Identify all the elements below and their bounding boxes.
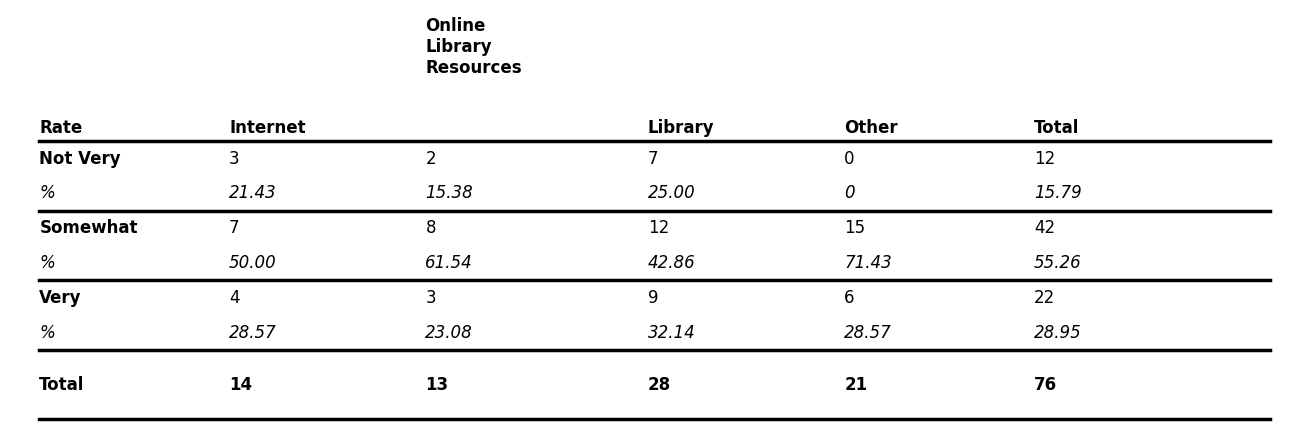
Text: 4: 4 [229, 289, 240, 307]
Text: 32.14: 32.14 [648, 324, 695, 342]
Text: Total: Total [1034, 119, 1080, 137]
Text: 71.43: 71.43 [844, 254, 891, 272]
Text: %: % [39, 184, 55, 202]
Text: 42.86: 42.86 [648, 254, 695, 272]
Text: 3: 3 [425, 289, 436, 307]
Text: 23.08: 23.08 [425, 324, 473, 342]
Text: 13: 13 [425, 376, 449, 394]
Text: 76: 76 [1034, 376, 1058, 394]
Text: 22: 22 [1034, 289, 1055, 307]
Text: %: % [39, 254, 55, 272]
Text: 2: 2 [425, 150, 436, 168]
Text: 8: 8 [425, 219, 436, 237]
Text: 12: 12 [648, 219, 669, 237]
Text: Not Very: Not Very [39, 150, 120, 168]
Text: Rate: Rate [39, 119, 82, 137]
Text: 42: 42 [1034, 219, 1055, 237]
Text: 12: 12 [1034, 150, 1055, 168]
Text: Library: Library [648, 119, 715, 137]
Text: 15: 15 [844, 219, 865, 237]
Text: 21.43: 21.43 [229, 184, 276, 202]
Text: 15.79: 15.79 [1034, 184, 1081, 202]
Text: 9: 9 [648, 289, 658, 307]
Text: 21: 21 [844, 376, 868, 394]
Text: 28.95: 28.95 [1034, 324, 1081, 342]
Text: 0: 0 [844, 184, 855, 202]
Text: Very: Very [39, 289, 81, 307]
Text: 3: 3 [229, 150, 240, 168]
Text: 0: 0 [844, 150, 855, 168]
Text: Online
Library
Resources: Online Library Resources [425, 17, 522, 77]
Text: 28.57: 28.57 [229, 324, 276, 342]
Text: Total: Total [39, 376, 85, 394]
Text: 15.38: 15.38 [425, 184, 473, 202]
Text: 25.00: 25.00 [648, 184, 695, 202]
Text: 28: 28 [648, 376, 672, 394]
Text: 6: 6 [844, 289, 855, 307]
Text: 7: 7 [229, 219, 240, 237]
Text: 7: 7 [648, 150, 658, 168]
Text: 28.57: 28.57 [844, 324, 891, 342]
Text: Other: Other [844, 119, 898, 137]
Text: 50.00: 50.00 [229, 254, 276, 272]
Text: %: % [39, 324, 55, 342]
Text: 14: 14 [229, 376, 253, 394]
Text: 61.54: 61.54 [425, 254, 473, 272]
Text: 55.26: 55.26 [1034, 254, 1081, 272]
Text: Internet: Internet [229, 119, 306, 137]
Text: Somewhat: Somewhat [39, 219, 137, 237]
